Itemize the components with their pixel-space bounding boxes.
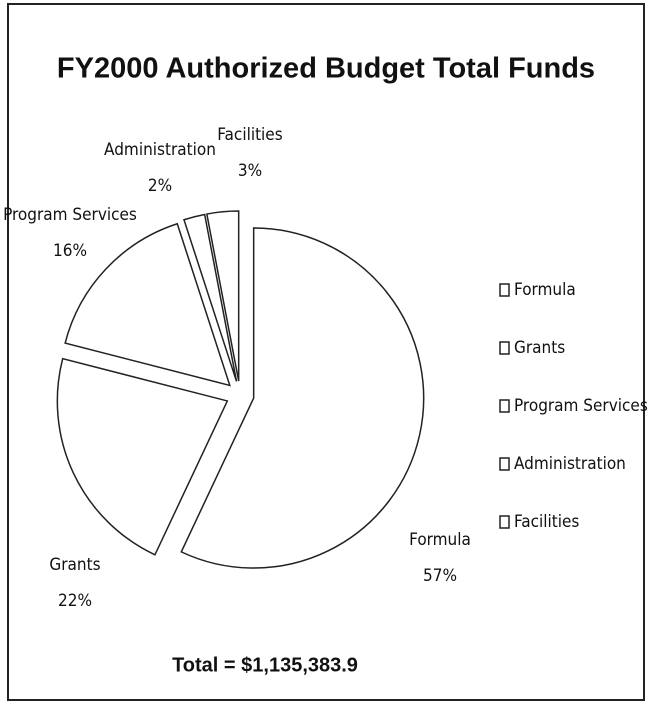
- pie-slice: [64, 222, 231, 387]
- legend-label: Formula: [514, 280, 576, 300]
- pie-slice: [183, 213, 238, 382]
- legend-label: Program Services: [514, 396, 648, 416]
- slice-label: Grants: [49, 555, 100, 575]
- legend-swatch: [499, 399, 510, 413]
- legend-swatch: [499, 515, 510, 529]
- slice-label: Facilities: [217, 125, 282, 145]
- pie-slice: [180, 227, 425, 569]
- slice-value-label: 22%: [58, 591, 92, 611]
- slice-value-label: 3%: [238, 161, 262, 181]
- slice-value-label: 2%: [148, 176, 172, 196]
- slice-value-label: 16%: [53, 241, 87, 261]
- slice-label: Formula: [409, 530, 471, 550]
- legend-swatch: [499, 341, 510, 355]
- legend-swatch: [499, 283, 510, 297]
- legend-swatch: [499, 457, 510, 471]
- slice-value-label: 57%: [423, 566, 457, 586]
- legend-label: Administration: [514, 454, 626, 474]
- total-annotation: Total = $1,135,383.9: [172, 654, 358, 676]
- chart-title: FY2000 Authorized Budget Total Funds: [57, 53, 595, 85]
- pie-slice: [56, 357, 229, 556]
- legend-label: Grants: [514, 338, 565, 358]
- slice-label: Administration: [104, 140, 216, 160]
- pie-slice: [205, 210, 240, 382]
- slice-label: Program Services: [3, 205, 137, 225]
- legend-label: Facilities: [514, 512, 579, 532]
